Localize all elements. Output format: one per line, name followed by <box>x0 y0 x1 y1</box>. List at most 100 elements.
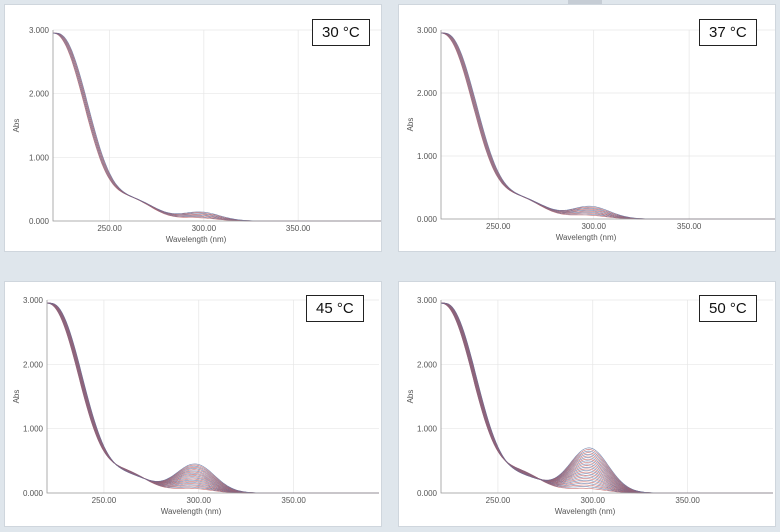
temperature-label: 37 °C <box>699 19 757 46</box>
y-tick-label: 2.000 <box>417 360 438 369</box>
chart-30c: 0.000 1.000 2.000 3.000 250.00 300.00 350.00 Wa… <box>12 26 381 244</box>
x-tick-label: 250.00 <box>97 224 122 233</box>
chart-50c: 0.000 1.000 2.000 3.000 250.00 300.00 350.00 Wa… <box>406 296 773 516</box>
spectrum-line <box>441 32 775 220</box>
spectrum-line <box>441 32 775 220</box>
spectra-series <box>440 32 775 220</box>
spectrum-line <box>53 32 381 222</box>
spectrum-line <box>53 32 381 222</box>
x-tick-label: 350.00 <box>677 222 702 231</box>
spectrum-line <box>47 302 379 494</box>
chart-panel-30c: 0.000 1.000 2.000 3.000 250.00 300.00 350.00 Wa… <box>4 4 382 252</box>
spectrum-line <box>52 32 381 222</box>
axis-lines <box>52 30 381 222</box>
spectrum-line <box>47 302 379 494</box>
spectra-series <box>440 302 773 494</box>
spectrum-line <box>47 302 379 494</box>
spectrum-line <box>441 32 775 220</box>
spectrum-line <box>53 32 381 222</box>
y-tick-label: 2.000 <box>29 90 50 99</box>
spectrum-line <box>53 32 381 222</box>
spectrum-line <box>47 302 379 494</box>
spectrum-line <box>441 32 775 220</box>
x-tick-label: 300.00 <box>192 224 217 233</box>
y-tick-label: 1.000 <box>29 153 50 162</box>
x-tick-label: 300.00 <box>187 496 212 505</box>
y-tick-label: 2.000 <box>417 89 438 98</box>
y-tick-label: 1.000 <box>417 152 438 161</box>
spectrum-line <box>53 32 381 222</box>
temperature-label: 50 °C <box>699 295 757 322</box>
spectrum-line <box>441 32 775 220</box>
chart-panel-50c: 0.000 1.000 2.000 3.000 250.00 300.00 350.00 Wa… <box>398 281 776 527</box>
gridlines <box>441 29 775 220</box>
spectrum-line <box>46 302 379 494</box>
spectrum-line <box>440 32 775 220</box>
x-tick-label: 300.00 <box>581 496 606 505</box>
spectrum-line <box>47 302 379 494</box>
spectrum-line <box>47 302 379 494</box>
y-axis-title: Abs <box>12 390 21 404</box>
x-tick-label: 250.00 <box>486 222 511 231</box>
x-axis-title: Wavelength (nm) <box>166 235 227 244</box>
temperature-label: 30 °C <box>312 19 370 46</box>
chart-45c: 0.000 1.000 2.000 3.000 250.00 300.00 350.00 Wa… <box>12 296 379 516</box>
x-axis-title: Wavelength (nm) <box>161 507 222 516</box>
spectrum-line <box>441 32 775 220</box>
spectrum-line <box>52 32 381 222</box>
spectrum-line <box>47 302 379 494</box>
y-tick-label: 0.000 <box>417 489 438 498</box>
window-strip <box>568 0 602 5</box>
y-tick-label: 0.000 <box>29 217 50 226</box>
x-tick-label: 350.00 <box>286 224 311 233</box>
x-tick-label: 250.00 <box>486 496 511 505</box>
x-axis-title: Wavelength (nm) <box>556 233 617 242</box>
spectrum-line <box>47 302 379 494</box>
spectrum-line <box>47 302 379 494</box>
spectrum-line <box>53 32 381 222</box>
spectra-series <box>46 302 379 494</box>
spectrum-line <box>46 302 379 494</box>
axis-lines <box>440 30 775 220</box>
y-tick-label: 3.000 <box>29 26 50 35</box>
spectrum-line <box>441 302 773 494</box>
y-tick-label: 0.000 <box>417 215 438 224</box>
gridlines <box>53 29 381 222</box>
x-tick-label: 350.00 <box>675 496 700 505</box>
spectrum-line <box>47 302 379 494</box>
y-axis-title: Abs <box>12 119 21 133</box>
x-tick-label: 250.00 <box>92 496 117 505</box>
y-tick-label: 3.000 <box>417 26 438 35</box>
y-axis-title: Abs <box>406 118 415 132</box>
x-axis-title: Wavelength (nm) <box>555 507 616 516</box>
spectrum-line <box>47 302 379 494</box>
axis-lines <box>46 300 379 494</box>
temperature-label: 45 °C <box>306 295 364 322</box>
y-tick-label: 1.000 <box>23 425 44 434</box>
gridlines <box>47 299 379 494</box>
spectrum-line <box>440 32 775 220</box>
x-tick-label: 350.00 <box>281 496 306 505</box>
spectrum-line <box>440 32 775 220</box>
spectrum-line <box>47 302 379 494</box>
spectra-series <box>52 32 381 222</box>
spectrum-line <box>47 302 379 494</box>
spectrum-line <box>46 302 379 494</box>
spectrum-line <box>441 32 775 220</box>
spectrum-line <box>47 302 379 494</box>
chart-panel-45c: 0.000 1.000 2.000 3.000 250.00 300.00 350.00 Wa… <box>4 281 382 527</box>
y-tick-label: 0.000 <box>23 489 44 498</box>
spectrum-line <box>47 302 379 494</box>
spectrum-line <box>46 302 379 494</box>
y-axis-title: Abs <box>406 390 415 404</box>
x-tick-label: 300.00 <box>581 222 606 231</box>
y-tick-label: 2.000 <box>23 360 44 369</box>
spectrum-line <box>47 302 379 494</box>
y-tick-label: 1.000 <box>417 425 438 434</box>
y-tick-label: 3.000 <box>23 296 44 305</box>
y-tick-label: 3.000 <box>417 296 438 305</box>
axis-lines <box>440 300 773 494</box>
spectrum-line <box>46 302 379 494</box>
chart-panel-37c: 0.000 1.000 2.000 3.000 250.00 300.00 350.00 Wa… <box>398 4 776 252</box>
spectrum-line <box>47 302 379 494</box>
